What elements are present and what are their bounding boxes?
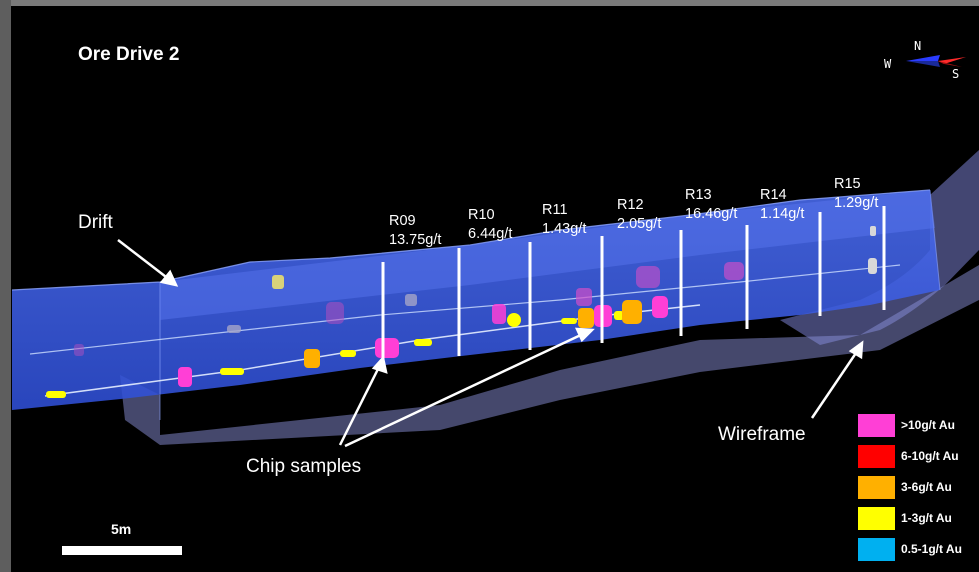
drift-arrowhead bbox=[159, 269, 179, 287]
legend-swatch bbox=[858, 538, 895, 561]
ring-label-r13: R13 16.46g/t bbox=[685, 186, 737, 224]
chip-sample bbox=[326, 302, 344, 324]
survey-line-upper bbox=[29, 264, 901, 355]
ring-grade: 1.29g/t bbox=[834, 195, 879, 211]
ring-id: R15 bbox=[834, 176, 861, 192]
legend-label: 3-6g/t Au bbox=[901, 480, 952, 494]
wireframe-arrow bbox=[810, 349, 860, 419]
chip-sample bbox=[74, 344, 84, 356]
ring-lines bbox=[381, 206, 886, 368]
chip-sample bbox=[405, 294, 417, 306]
legend-label: >10g/t Au bbox=[901, 418, 955, 432]
chip-samples bbox=[46, 226, 877, 398]
compass-arrow-icon bbox=[906, 55, 966, 67]
left-border bbox=[0, 0, 11, 572]
chip-sample bbox=[340, 350, 356, 357]
top-border bbox=[0, 0, 979, 6]
compass-south: S bbox=[952, 67, 960, 81]
chip-sample bbox=[614, 311, 624, 320]
ring-id: R11 bbox=[542, 202, 568, 218]
ring-grade: 16.46g/t bbox=[685, 206, 738, 222]
legend-swatch bbox=[858, 445, 895, 468]
compass: N W S bbox=[878, 37, 968, 87]
chip-arrowhead-right bbox=[574, 327, 595, 343]
callout-arrows bbox=[117, 239, 864, 448]
ring-id: R13 bbox=[685, 187, 712, 203]
chip-sample bbox=[561, 318, 577, 324]
drift-wireframe bbox=[12, 190, 940, 410]
chip-sample bbox=[576, 288, 592, 306]
chip-sample bbox=[622, 300, 642, 324]
chip-sample bbox=[178, 367, 192, 387]
compass-west: W bbox=[884, 57, 892, 71]
wireframe-floor bbox=[120, 265, 979, 445]
ring-label-r09: R09 13.75g/t bbox=[389, 212, 441, 250]
chip-sample bbox=[272, 275, 284, 289]
ring-grade: 2.05g/t bbox=[617, 216, 662, 232]
ring-id: R09 bbox=[389, 213, 416, 229]
drift-arrow bbox=[117, 239, 171, 281]
chip-sample bbox=[636, 266, 660, 288]
drift-section-edges bbox=[159, 189, 941, 420]
ring-label-r11: R11 1.43g/t bbox=[542, 201, 586, 239]
legend-label: 6-10g/t Au bbox=[901, 449, 959, 463]
chip-arrow-right bbox=[344, 331, 586, 448]
chip-sample bbox=[46, 391, 66, 398]
ring-label-r12: R12 2.05g/t bbox=[617, 196, 661, 234]
chip-sample bbox=[652, 296, 668, 318]
legend-swatch bbox=[858, 507, 895, 530]
wireframe-arrowhead bbox=[848, 340, 864, 360]
chip-sample bbox=[578, 308, 594, 328]
ring-id: R10 bbox=[468, 207, 495, 223]
ring-grade: 1.14g/t bbox=[760, 206, 805, 222]
chip-sample bbox=[868, 258, 877, 274]
ring-id: R12 bbox=[617, 197, 644, 213]
chip-sample bbox=[492, 304, 506, 324]
drift-label: Drift bbox=[78, 212, 113, 233]
ring-grade: 1.43g/t bbox=[542, 221, 587, 237]
chip-sample bbox=[414, 339, 432, 346]
chip-sample bbox=[870, 226, 876, 236]
ring-grade: 6.44g/t bbox=[468, 226, 513, 242]
compass-north: N bbox=[914, 39, 922, 53]
wireframe-label: Wireframe bbox=[718, 424, 806, 445]
chip-arrow-left bbox=[338, 364, 382, 446]
legend-label: 0.5-1g/t Au bbox=[901, 542, 962, 556]
scale-bar-label: 5m bbox=[111, 521, 132, 537]
chip-samples-label: Chip samples bbox=[246, 456, 362, 477]
chip-sample bbox=[724, 262, 744, 280]
figure-title: Ore Drive 2 bbox=[78, 44, 180, 65]
drift-top-edge bbox=[11, 189, 931, 291]
chip-arrowhead-left bbox=[371, 355, 388, 374]
legend-swatch bbox=[858, 476, 895, 499]
ring-label-r14: R14 1.14g/t bbox=[760, 186, 804, 224]
chip-sample bbox=[375, 338, 399, 358]
ring-id: R14 bbox=[760, 187, 787, 203]
chip-sample bbox=[304, 349, 320, 368]
chip-sample bbox=[227, 325, 241, 333]
scale-bar bbox=[62, 546, 182, 555]
ring-grade: 13.75g/t bbox=[389, 232, 442, 248]
legend-label: 1-3g/t Au bbox=[901, 511, 952, 525]
chip-sample bbox=[507, 313, 521, 327]
chip-sample bbox=[220, 368, 244, 375]
drift-wall-band bbox=[160, 190, 935, 320]
ring-label-r15: R15 1.29g/t bbox=[834, 175, 878, 213]
legend-swatch bbox=[858, 414, 895, 437]
ring-label-r10: R10 6.44g/t bbox=[468, 206, 512, 244]
